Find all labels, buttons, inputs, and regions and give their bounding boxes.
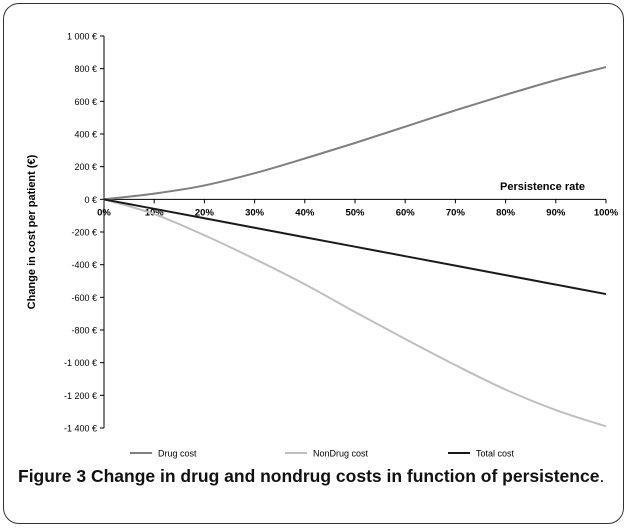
y-tick-label: 600 € bbox=[74, 97, 97, 107]
x-tick-label: 60% bbox=[396, 207, 416, 218]
figure-caption-end: . bbox=[599, 466, 605, 486]
y-tick-label: -400 € bbox=[71, 260, 97, 270]
x-tick-label: 90% bbox=[546, 207, 566, 218]
y-axis-title: Change in cost per patient (€) bbox=[26, 154, 38, 309]
y-tick-label: 400 € bbox=[74, 130, 97, 140]
y-axis: 1 000 € 800 € 600 € 400 € 200 € 0 € -200 € -400… bbox=[64, 32, 105, 434]
y-tick-label: -1 000 € bbox=[64, 358, 97, 368]
figure-label: Figure 3 bbox=[18, 466, 87, 486]
series-line-nondrug-cost bbox=[103, 198, 607, 428]
x-tick-label: 80% bbox=[496, 207, 516, 218]
y-tick-label: -800 € bbox=[71, 326, 97, 336]
y-tick-label: 1 000 € bbox=[67, 32, 97, 42]
y-tick-label: 800 € bbox=[74, 64, 97, 74]
x-tick-label: 0% bbox=[97, 207, 111, 218]
line-chart: 1 000 € 800 € 600 € 400 € 200 € 0 € -200 € -400… bbox=[26, 32, 619, 459]
x-tick-label: 40% bbox=[295, 207, 315, 218]
x-tick-label: 70% bbox=[446, 207, 466, 218]
chart-legend: Drug cost NonDrug cost Total cost bbox=[130, 449, 515, 459]
legend-label: Drug cost bbox=[158, 449, 197, 459]
y-tick-label: -1 400 € bbox=[64, 424, 97, 434]
x-tick-label: 10% bbox=[145, 207, 165, 218]
x-axis: 0% 10% 20% 30% 40% 50% 60% 70% 80% 90% 100% bbox=[97, 198, 619, 218]
figure-caption-text: Change in drug and nondrug costs in func… bbox=[90, 466, 600, 486]
series-line-drug-cost bbox=[103, 66, 607, 201]
y-tick-label: -1 200 € bbox=[64, 391, 97, 401]
y-tick-label: 0 € bbox=[84, 195, 97, 205]
chart-series bbox=[103, 66, 607, 428]
x-axis-title: Persistence rate bbox=[500, 181, 585, 193]
legend-label: NonDrug cost bbox=[313, 449, 369, 459]
series-line-total-cost bbox=[103, 198, 607, 296]
x-tick-label: 100% bbox=[594, 207, 619, 218]
legend-label: Total cost bbox=[476, 449, 515, 459]
x-tick-label: 50% bbox=[345, 207, 365, 218]
y-tick-label: -600 € bbox=[71, 293, 97, 303]
x-tick-label: 30% bbox=[245, 207, 265, 218]
y-tick-label: 200 € bbox=[74, 162, 97, 172]
x-tick-label: 20% bbox=[195, 207, 215, 218]
y-tick-label: -200 € bbox=[71, 228, 97, 238]
figure-caption: Figure 3 Change in drug and nondrug cost… bbox=[18, 464, 614, 488]
